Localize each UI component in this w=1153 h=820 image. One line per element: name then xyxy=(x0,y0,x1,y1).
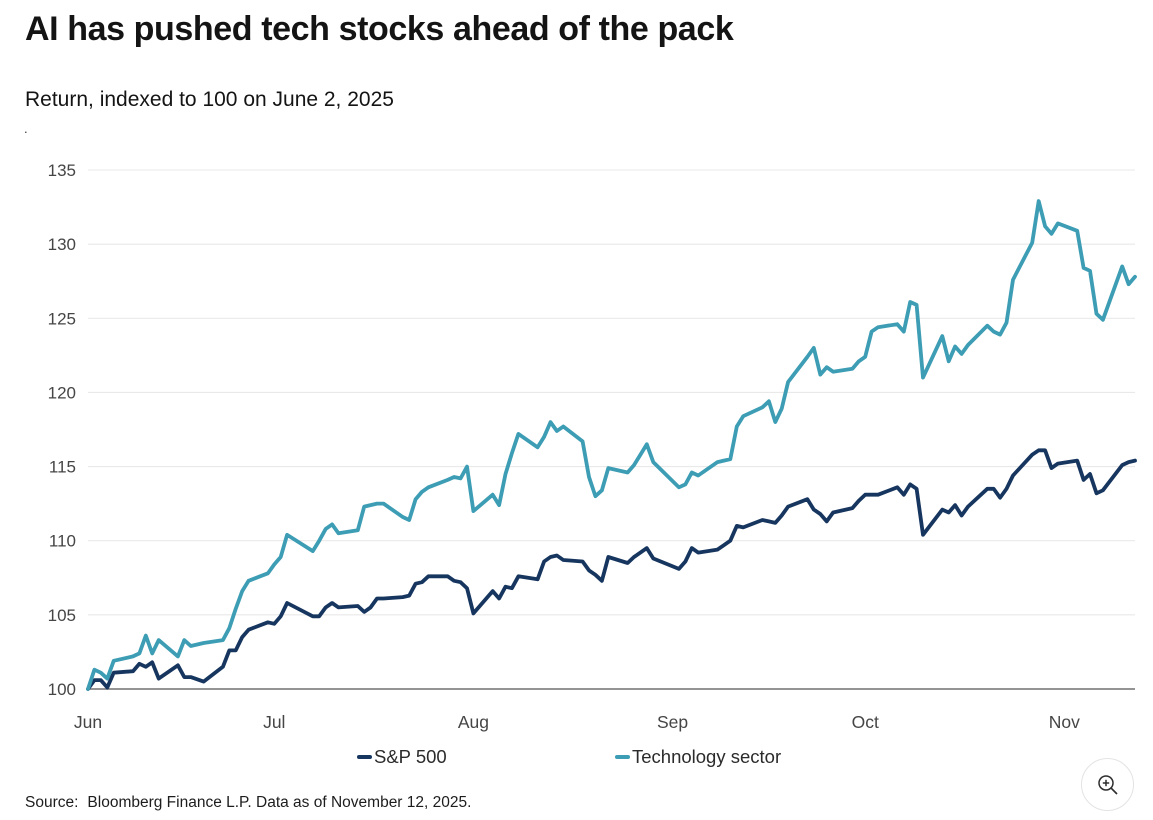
y-axis-tick-label: 100 xyxy=(48,680,76,699)
technology-line-swatch-icon xyxy=(615,754,630,760)
y-axis-tick-label: 105 xyxy=(48,606,76,625)
page-subtitle: Return, indexed to 100 on June 2, 2025 xyxy=(25,88,394,111)
legend-item-technology-sector: Technology sector xyxy=(615,745,781,769)
legend-label-sp500: S&P 500 xyxy=(374,746,447,767)
series-line-technology-sector xyxy=(86,199,1137,691)
x-axis-tick-label: Oct xyxy=(852,712,879,732)
magnifier-plus-icon xyxy=(1097,774,1118,795)
x-axis-tick-label: Jul xyxy=(263,712,285,732)
y-axis-tick-label: 110 xyxy=(49,532,76,551)
zoom-in-button[interactable] xyxy=(1081,758,1134,811)
y-axis-tick-label: 135 xyxy=(48,161,76,180)
y-axis-tick-label: 115 xyxy=(49,458,76,477)
chart-legend: S&P 500 Technology sector xyxy=(0,745,1153,771)
source-text: Bloomberg Finance L.P. Data as of Novemb… xyxy=(87,794,472,811)
stray-period-mark: . xyxy=(24,121,28,136)
x-axis-tick-label: Aug xyxy=(458,712,489,732)
legend-label-technology-sector: Technology sector xyxy=(632,746,782,767)
series-line-sp500 xyxy=(86,448,1137,691)
source-note: Source: Bloomberg Finance L.P. Data as of… xyxy=(25,794,471,812)
sp500-line-swatch-icon xyxy=(357,754,372,760)
x-axis-tick-label: Jun xyxy=(74,712,102,732)
y-axis-tick-label: 120 xyxy=(48,383,76,402)
source-prefix: Source: xyxy=(25,794,79,811)
x-axis-tick-label: Sep xyxy=(657,712,688,732)
y-axis-tick-label: 130 xyxy=(48,235,76,254)
page-title: AI has pushed tech stocks ahead of the p… xyxy=(25,10,734,48)
legend-item-sp500: S&P 500 xyxy=(357,745,447,769)
y-axis-tick-label: 125 xyxy=(48,309,76,328)
x-axis-tick-label: Nov xyxy=(1049,712,1080,732)
